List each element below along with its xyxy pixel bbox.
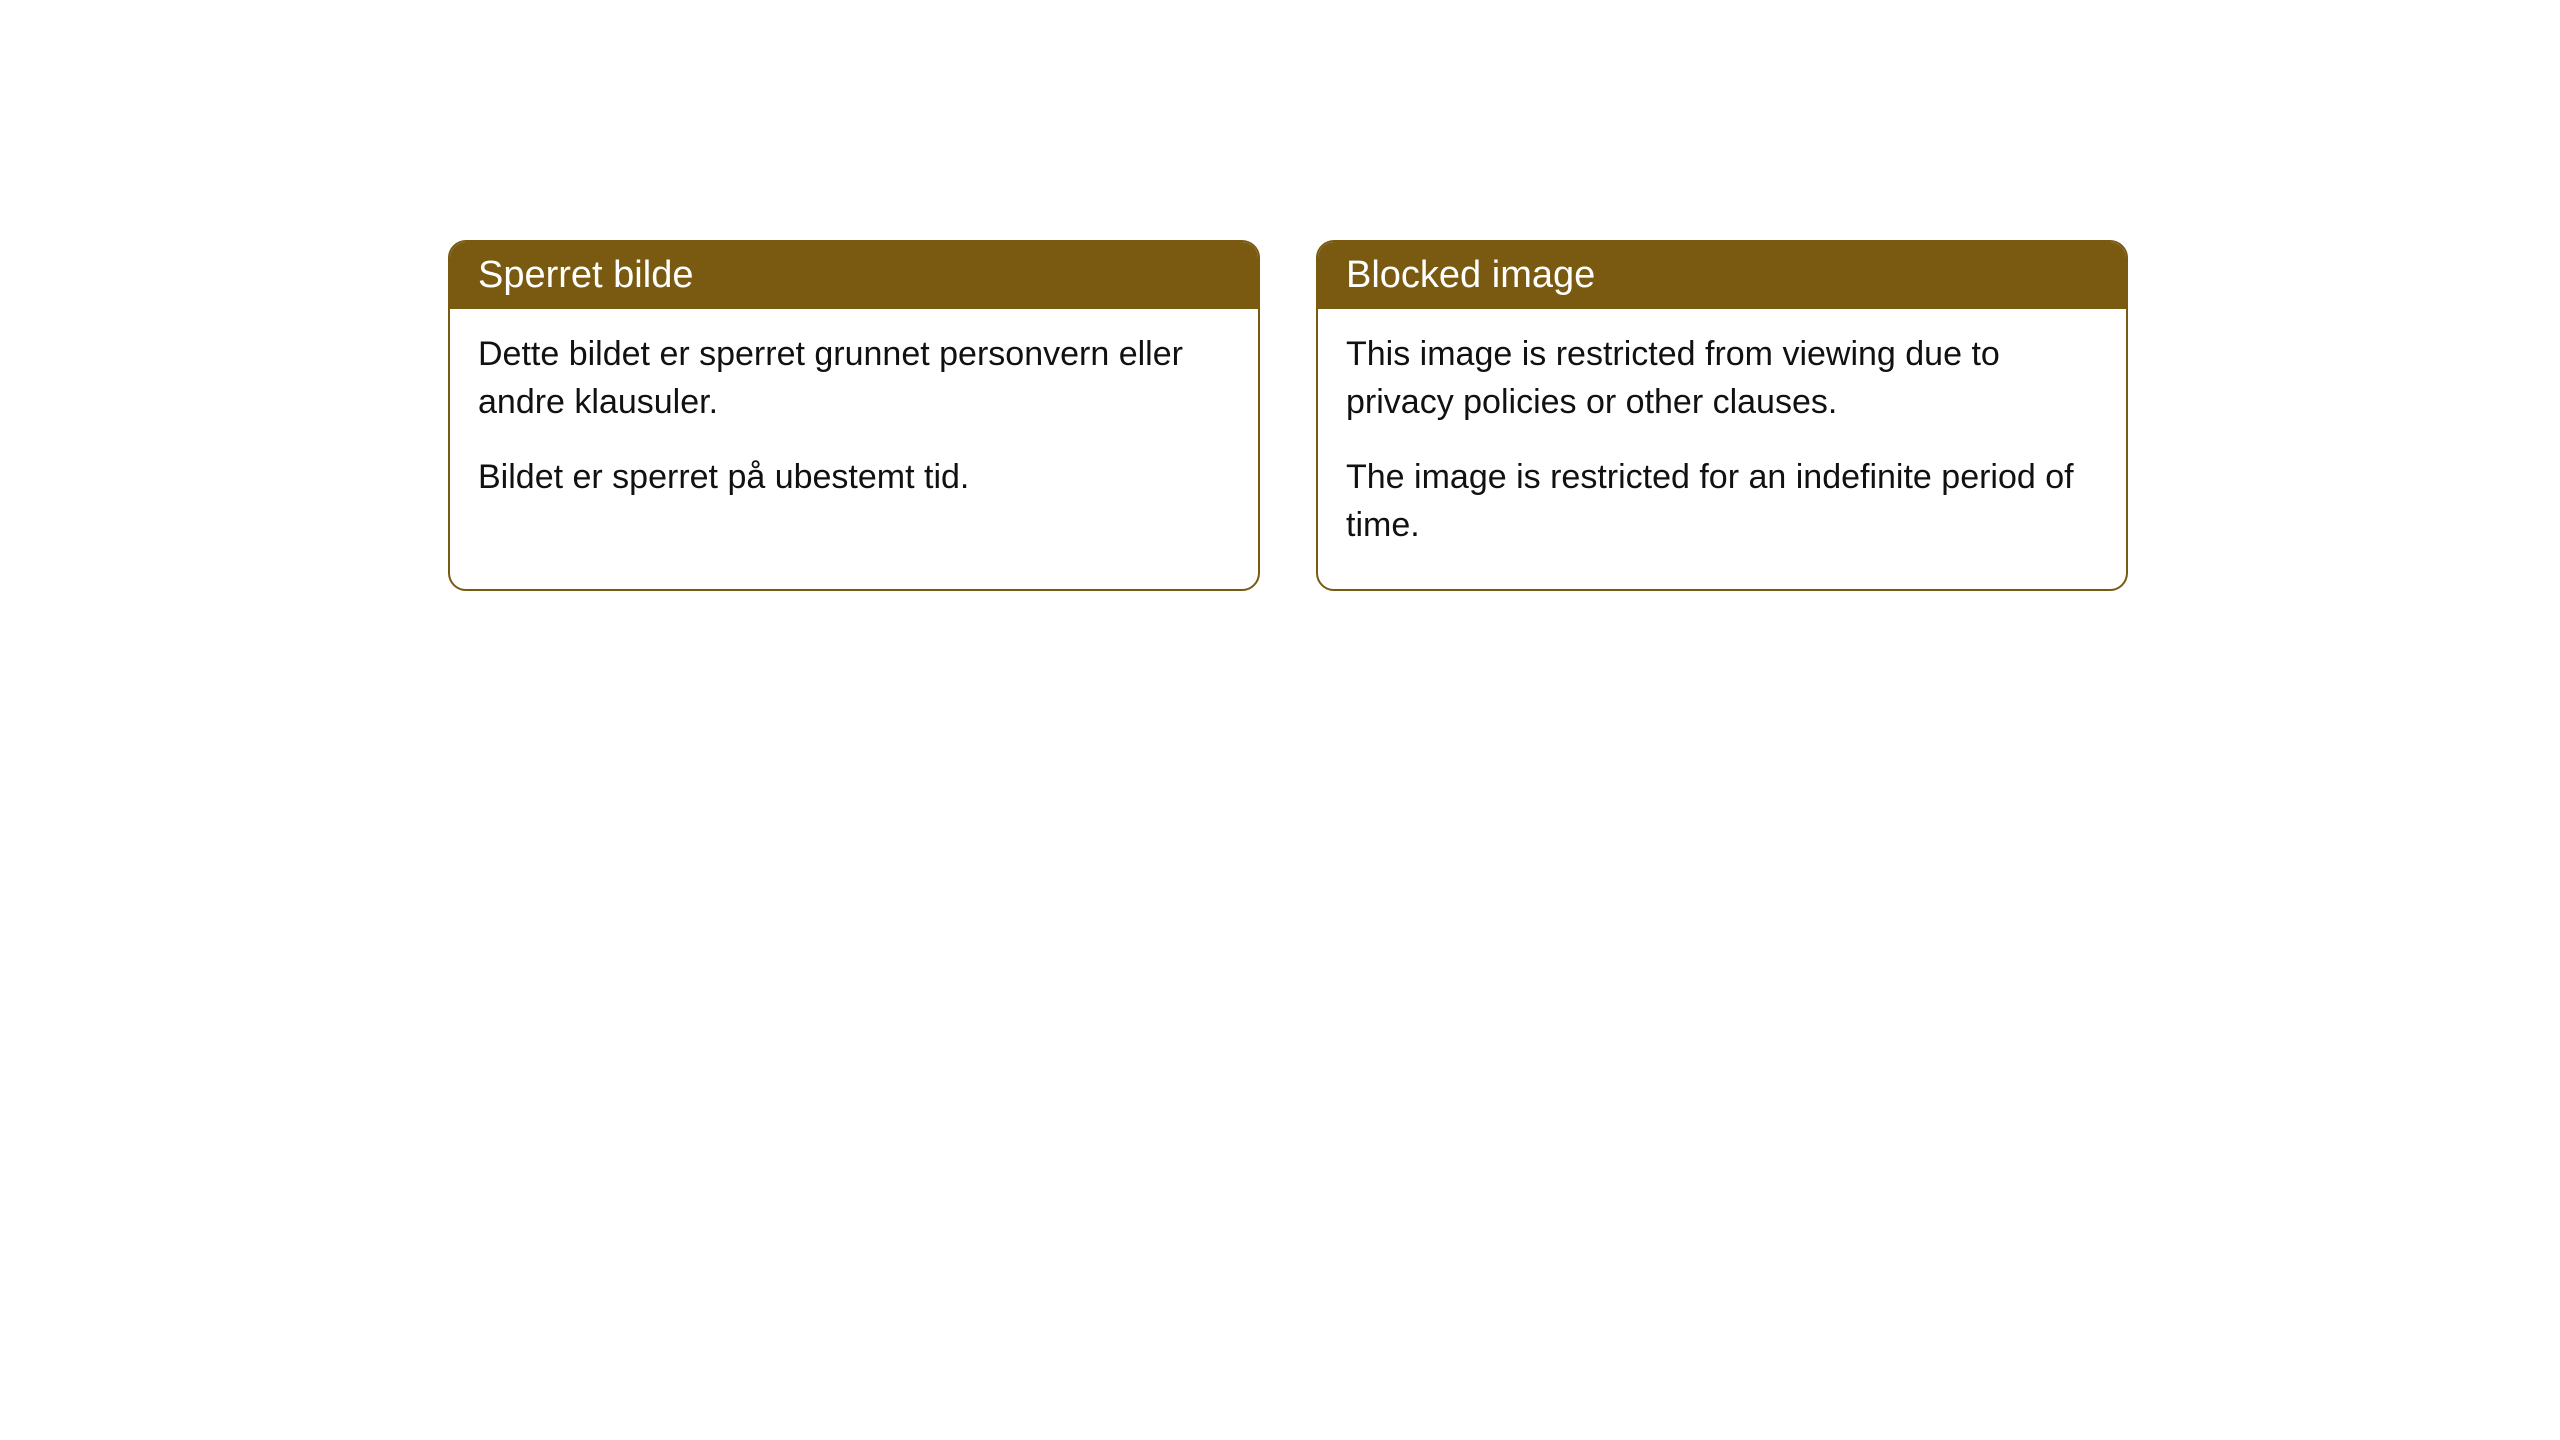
card-header-en: Blocked image (1318, 242, 2126, 309)
card-body-no: Dette bildet er sperret grunnet personve… (450, 309, 1258, 542)
blocked-image-card-no: Sperret bilde Dette bildet er sperret gr… (448, 240, 1260, 591)
card-paragraph-1-en: This image is restricted from viewing du… (1346, 331, 2098, 426)
blocked-image-card-en: Blocked image This image is restricted f… (1316, 240, 2128, 591)
card-header-no: Sperret bilde (450, 242, 1258, 309)
card-paragraph-2-no: Bildet er sperret på ubestemt tid. (478, 454, 1230, 502)
notice-container: Sperret bilde Dette bildet er sperret gr… (448, 240, 2128, 591)
card-paragraph-2-en: The image is restricted for an indefinit… (1346, 454, 2098, 549)
card-body-en: This image is restricted from viewing du… (1318, 309, 2126, 589)
card-paragraph-1-no: Dette bildet er sperret grunnet personve… (478, 331, 1230, 426)
